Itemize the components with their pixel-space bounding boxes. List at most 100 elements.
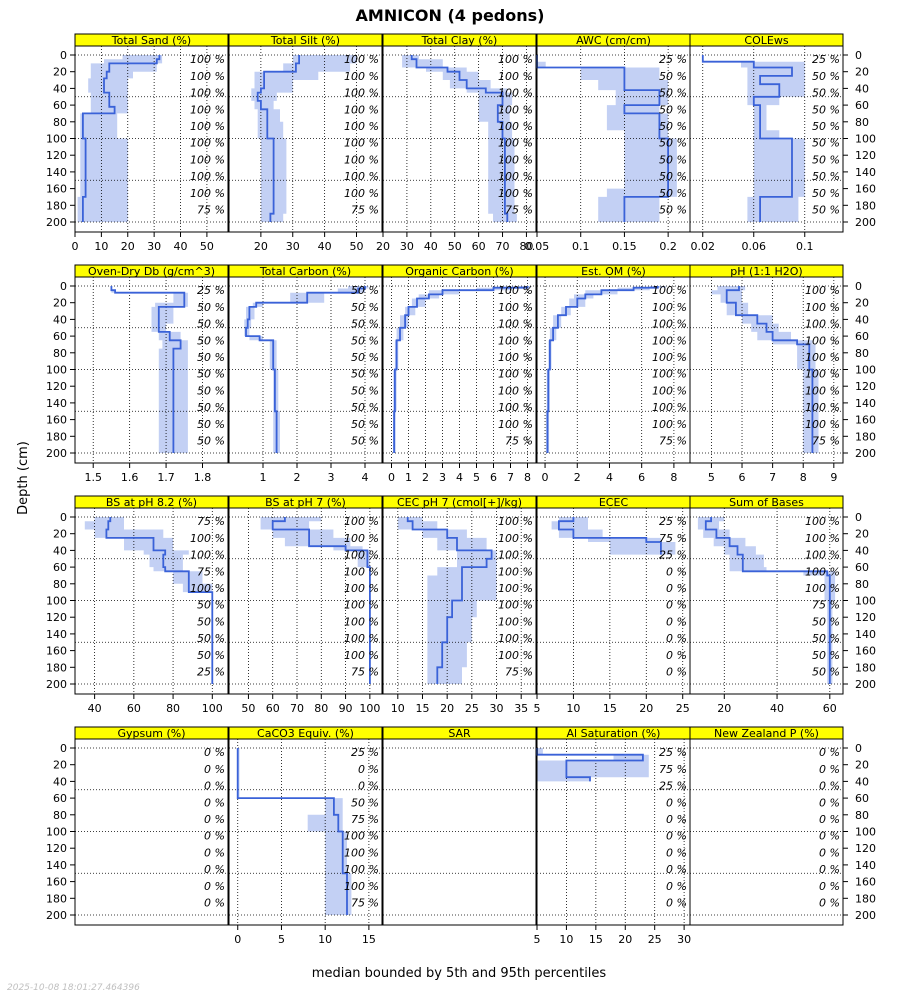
y-tick-label: 200 — [855, 447, 876, 460]
panel-border — [382, 507, 537, 695]
percent-label: 75 % — [197, 565, 225, 578]
percentile-band — [397, 517, 497, 684]
x-tick-label: 25 — [676, 702, 690, 715]
percent-label: 0 % — [819, 746, 840, 759]
percent-label: 100 % — [344, 53, 379, 66]
y-tick-label: 120 — [855, 149, 876, 162]
y-tick-label: 200 — [46, 909, 67, 922]
percent-label: 75 % — [505, 665, 533, 678]
percent-label: 50 % — [812, 87, 840, 100]
x-tick-label: 10 — [566, 702, 580, 715]
percent-label: 0 % — [819, 846, 840, 859]
x-tick-label: 8 — [524, 471, 531, 484]
y-tick-label: 140 — [855, 397, 876, 410]
x-tick-label: 7 — [507, 471, 514, 484]
percent-label: 50 % — [197, 649, 225, 662]
x-tick-label: 2 — [422, 471, 429, 484]
percent-label: 0 % — [666, 649, 687, 662]
percent-label: 75 % — [197, 515, 225, 528]
median-line — [110, 286, 186, 453]
x-tick-label: 20 — [618, 933, 632, 946]
percent-label: 100 % — [344, 187, 379, 200]
percent-label: 100 % — [498, 318, 533, 331]
x-tick-label: 6 — [638, 471, 645, 484]
percent-label: 100 % — [805, 565, 840, 578]
y-tick-label: 120 — [855, 380, 876, 393]
percent-label: 100 % — [652, 401, 687, 414]
percent-label: 0 % — [204, 746, 225, 759]
y-tick-label: 180 — [46, 430, 67, 443]
y-tick-label: 20 — [855, 66, 869, 79]
percent-label: 100 % — [344, 830, 379, 843]
percent-label: 0 % — [204, 813, 225, 826]
x-tick-label: 100 — [359, 702, 380, 715]
percent-label: 100 % — [344, 153, 379, 166]
percent-label: 50 % — [659, 87, 687, 100]
percent-label: 100 % — [344, 565, 379, 578]
median-line — [271, 517, 371, 684]
percent-label: 100 % — [805, 582, 840, 595]
percent-label: 25 % — [659, 549, 687, 562]
y-tick-label: 160 — [855, 414, 876, 427]
x-tick-label: 80 — [519, 240, 533, 253]
y-tick-label: 140 — [855, 166, 876, 179]
y-tick-label: 20 — [855, 759, 869, 772]
x-tick-label: 20 — [254, 240, 268, 253]
percent-label: 75 % — [659, 434, 687, 447]
x-tick-label: 0 — [234, 933, 241, 946]
percent-label: 0 % — [819, 796, 840, 809]
y-tick-label: 140 — [46, 859, 67, 872]
percent-label: 0 % — [819, 863, 840, 876]
panel-border — [228, 507, 383, 695]
percent-label: 75 % — [351, 203, 379, 216]
panel-title: Total Carbon (%) — [259, 265, 351, 278]
x-tick-label: 3 — [328, 471, 335, 484]
x-tick-label: 0.02 — [691, 240, 716, 253]
percent-label: 100 % — [805, 532, 840, 545]
median-line — [393, 286, 529, 453]
percent-label: 0 % — [666, 665, 687, 678]
percent-label: 50 % — [659, 203, 687, 216]
percent-label: 100 % — [498, 170, 533, 183]
x-tick-label: 20 — [376, 240, 390, 253]
y-tick-label: 160 — [46, 876, 67, 889]
x-tick-label: 4 — [362, 471, 369, 484]
panel-title: BS at pH 7 (%) — [265, 496, 346, 509]
x-tick-label: 1 — [405, 471, 412, 484]
y-tick-label: 40 — [53, 313, 67, 326]
percent-label: 0 % — [358, 780, 379, 793]
x-tick-label: 0.06 — [742, 240, 767, 253]
x-tick-label: 8 — [670, 471, 677, 484]
x-tick-label: 15 — [603, 702, 617, 715]
x-tick-label: 4 — [456, 471, 463, 484]
x-tick-label: 20 — [440, 702, 454, 715]
y-tick-label: 180 — [855, 199, 876, 212]
x-tick-label: 10 — [559, 933, 573, 946]
percent-label: 75 % — [659, 763, 687, 776]
percent-label: 50 % — [197, 384, 225, 397]
percent-label: 0 % — [819, 830, 840, 843]
percent-label: 100 % — [498, 103, 533, 116]
median-line — [406, 517, 493, 684]
percent-label: 50 % — [197, 301, 225, 314]
x-tick-label: 60 — [127, 702, 141, 715]
percent-label: 100 % — [498, 368, 533, 381]
y-tick-label: 100 — [46, 826, 67, 839]
x-tick-label: 30 — [677, 933, 691, 946]
y-tick-label: 200 — [855, 216, 876, 229]
y-tick-label: 120 — [46, 380, 67, 393]
percent-label: 100 % — [498, 284, 533, 297]
percent-label: 25 % — [659, 53, 687, 66]
x-tick-label: 30 — [147, 240, 161, 253]
x-tick-label: 6 — [490, 471, 497, 484]
x-tick-label: 25 — [465, 702, 479, 715]
percent-label: 50 % — [351, 434, 379, 447]
percent-label: 50 % — [812, 70, 840, 83]
percent-label: 50 % — [197, 368, 225, 381]
x-tick-label: 60 — [472, 240, 486, 253]
panel-border — [228, 276, 383, 464]
median-line — [245, 286, 366, 453]
percent-label: 100 % — [190, 532, 225, 545]
percent-label: 100 % — [344, 103, 379, 116]
